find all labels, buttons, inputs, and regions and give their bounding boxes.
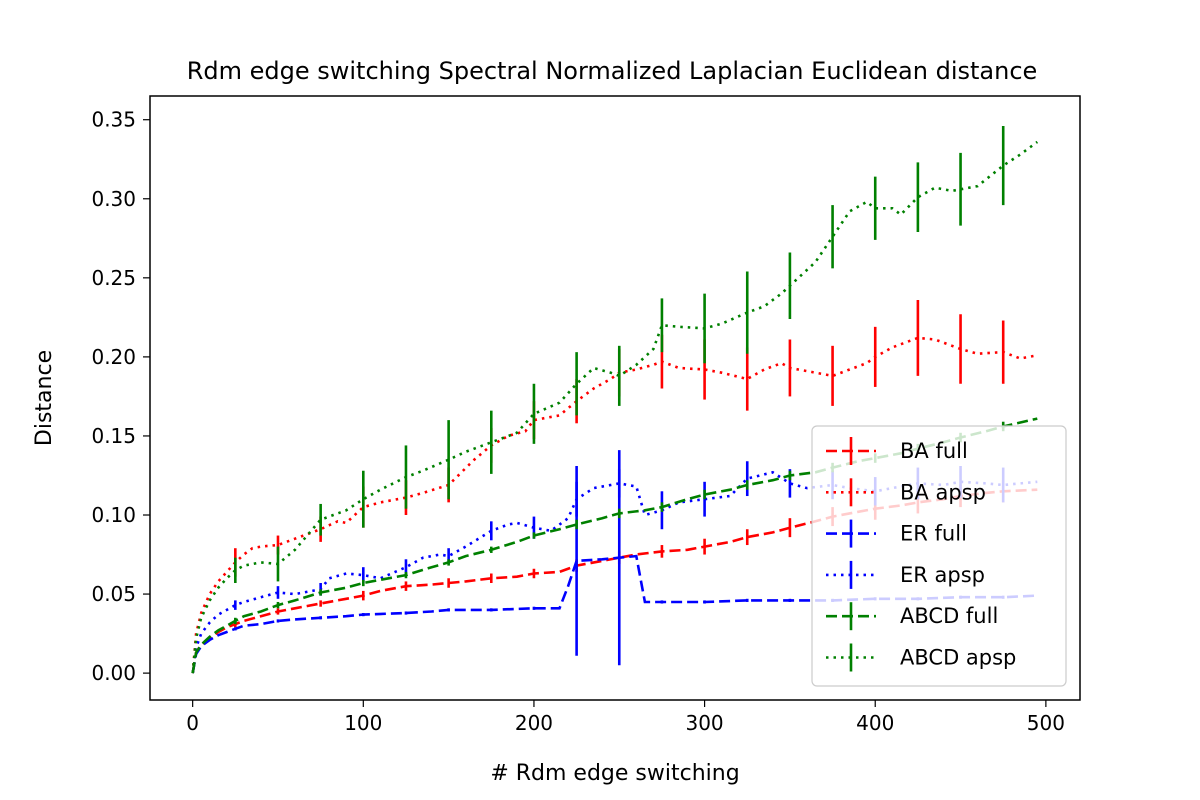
legend-label: BA full bbox=[900, 439, 968, 463]
y-axis-label: Distance bbox=[32, 350, 57, 446]
legend-entry: ER apsp bbox=[826, 560, 985, 589]
y-tick-label: 0.15 bbox=[91, 424, 136, 448]
series-line bbox=[191, 554, 1038, 674]
legend-entry: BA apsp bbox=[826, 478, 986, 507]
y-tick-label: 0.20 bbox=[91, 345, 136, 369]
series-line bbox=[191, 488, 1038, 674]
x-axis-label: # Rdm edge switching bbox=[490, 761, 739, 786]
x-tick-label: 100 bbox=[344, 711, 382, 735]
legend-entry: ABCD apsp bbox=[826, 643, 1016, 672]
ticks-layer: 0 100 200 300 400 500 0.00 0.05 0.10 0.15 0.20 0.25… bbox=[91, 108, 1064, 735]
series-line bbox=[191, 336, 1038, 674]
series-5 bbox=[191, 126, 1039, 674]
y-tick-label: 0.00 bbox=[91, 661, 136, 685]
legend-entry: ER full bbox=[826, 519, 967, 548]
y-tick-label: 0.30 bbox=[91, 187, 136, 211]
y-tick-label: 0.25 bbox=[91, 266, 136, 290]
plot-frame bbox=[149, 95, 1081, 701]
chart-title: Rdm edge switching Spectral Normalized L… bbox=[187, 57, 1038, 85]
legend: BA full BA apsp ER full ER apsp ABCD full ABC… bbox=[811, 425, 1067, 687]
x-tick-label: 500 bbox=[1027, 711, 1065, 735]
legend-label: ABCD apsp bbox=[900, 646, 1016, 670]
legend-label: BA apsp bbox=[900, 480, 986, 504]
y-tick-label: 0.10 bbox=[91, 503, 136, 527]
x-tick-label: 400 bbox=[856, 711, 894, 735]
x-tick-label: 200 bbox=[515, 711, 553, 735]
legend-entry: ABCD full bbox=[826, 602, 998, 631]
legend-label: ER full bbox=[900, 522, 967, 546]
legend-entry: BA full bbox=[826, 437, 968, 465]
y-tick-label: 0.05 bbox=[91, 582, 136, 606]
series-line bbox=[191, 140, 1039, 674]
legend-box bbox=[811, 425, 1067, 687]
x-tick-label: 300 bbox=[685, 711, 723, 735]
legend-label: ABCD full bbox=[900, 604, 998, 628]
x-tick-label: 0 bbox=[186, 711, 199, 735]
y-tick-label: 0.35 bbox=[91, 108, 136, 132]
legend-label: ER apsp bbox=[900, 563, 985, 587]
